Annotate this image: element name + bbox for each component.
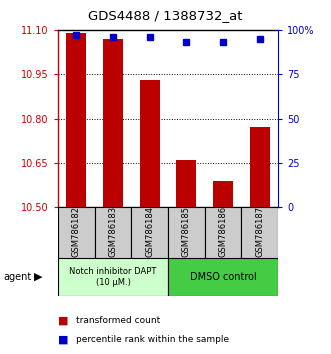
Bar bbox=[140, 80, 160, 207]
Text: GSM786183: GSM786183 bbox=[109, 206, 118, 257]
FancyBboxPatch shape bbox=[58, 258, 168, 296]
Text: GDS4488 / 1388732_at: GDS4488 / 1388732_at bbox=[88, 9, 243, 22]
Text: ▶: ▶ bbox=[34, 272, 42, 282]
Bar bbox=[103, 39, 123, 207]
Bar bbox=[66, 33, 86, 207]
Text: agent: agent bbox=[3, 272, 31, 282]
Text: GSM786185: GSM786185 bbox=[182, 206, 191, 257]
Text: Notch inhibitor DAPT
(10 μM.): Notch inhibitor DAPT (10 μM.) bbox=[69, 267, 157, 287]
Text: GSM786184: GSM786184 bbox=[145, 206, 154, 257]
FancyBboxPatch shape bbox=[168, 258, 278, 296]
FancyBboxPatch shape bbox=[95, 207, 131, 258]
Bar bbox=[213, 181, 233, 207]
FancyBboxPatch shape bbox=[131, 207, 168, 258]
Text: GSM786186: GSM786186 bbox=[218, 206, 227, 257]
FancyBboxPatch shape bbox=[168, 207, 205, 258]
FancyBboxPatch shape bbox=[58, 207, 95, 258]
Text: ■: ■ bbox=[58, 335, 69, 345]
Text: percentile rank within the sample: percentile rank within the sample bbox=[76, 335, 229, 344]
FancyBboxPatch shape bbox=[241, 207, 278, 258]
Bar bbox=[176, 160, 196, 207]
FancyBboxPatch shape bbox=[205, 207, 241, 258]
Text: transformed count: transformed count bbox=[76, 316, 161, 325]
Bar bbox=[250, 127, 270, 207]
Text: ■: ■ bbox=[58, 315, 69, 325]
Text: DMSO control: DMSO control bbox=[190, 272, 257, 282]
Text: GSM786182: GSM786182 bbox=[72, 206, 81, 257]
Text: GSM786187: GSM786187 bbox=[255, 206, 264, 257]
